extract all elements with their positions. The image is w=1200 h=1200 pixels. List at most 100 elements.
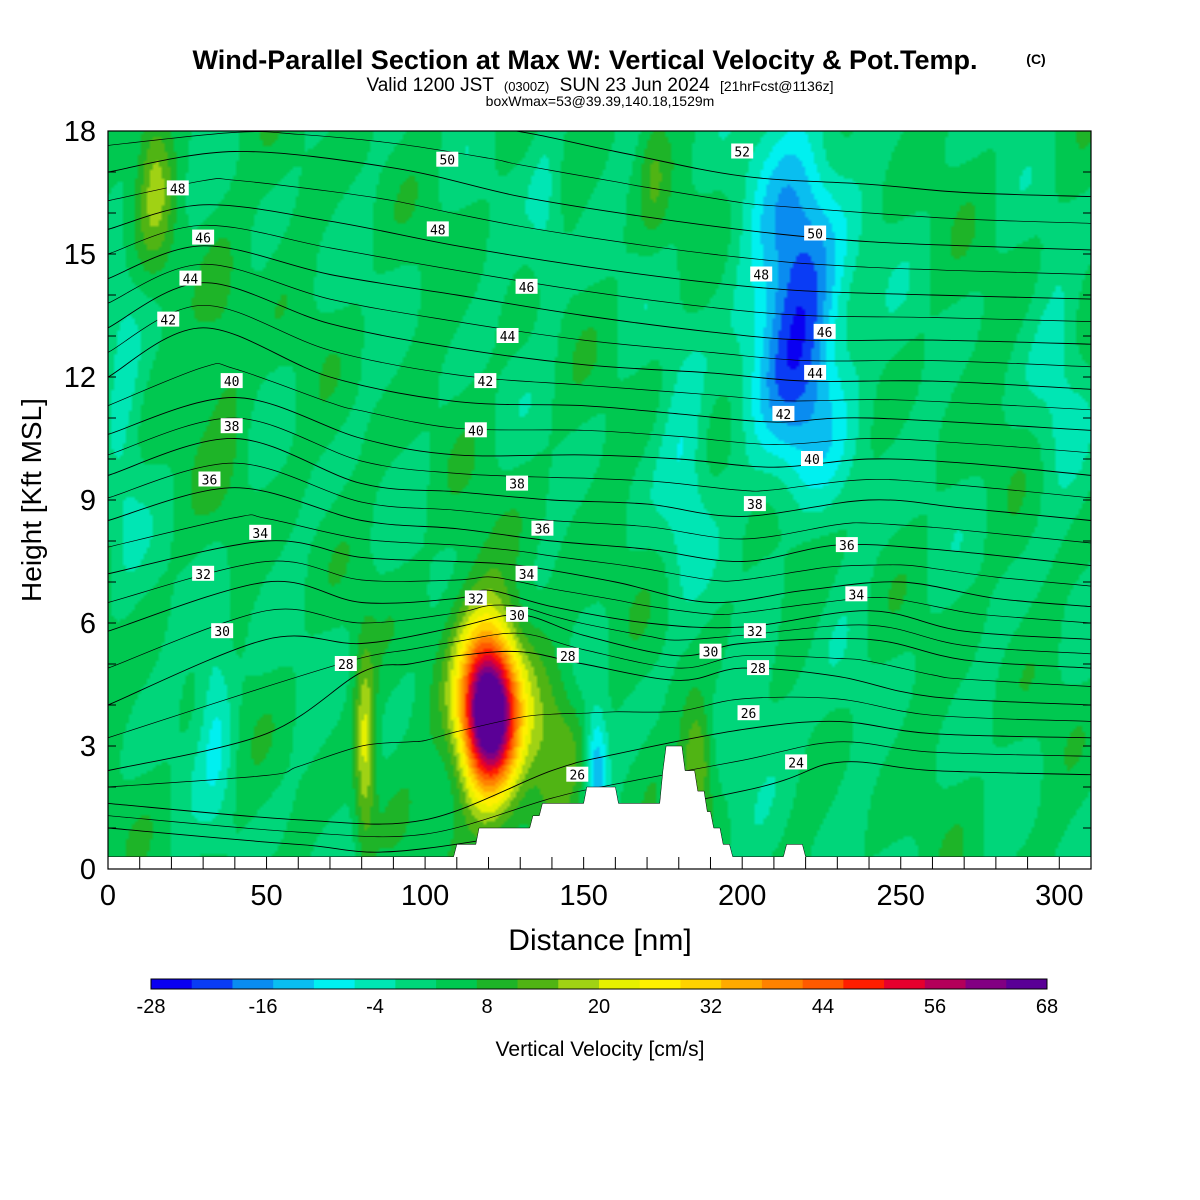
- contour-label: 48: [430, 223, 446, 238]
- x-tick-label: 250: [877, 880, 925, 912]
- x-tick-label: 100: [401, 880, 449, 912]
- contour-label: 34: [519, 568, 535, 583]
- isentrope-minor: [108, 462, 1091, 544]
- subtitle-utc: (0300Z): [504, 79, 550, 94]
- contour-label: 38: [747, 498, 763, 513]
- colorbar-swatch: [843, 979, 885, 989]
- contour-label: 46: [195, 232, 211, 247]
- contour-label-box: [804, 364, 827, 380]
- x-tick-label: 300: [1035, 880, 1083, 912]
- colorbar-tick-labels: -28 -16 -4 8 20 32 44 56 68: [137, 996, 1059, 1018]
- y-tick-label: 9: [80, 485, 96, 517]
- y-tick-label: 18: [64, 116, 96, 148]
- isentrope-44: [108, 282, 1091, 390]
- colorbar-swatch: [313, 979, 356, 989]
- colorbar-swatch: [191, 979, 233, 989]
- colorbar-swatch: [965, 979, 1007, 989]
- contour-label-box: [192, 565, 215, 581]
- colorbar-swatch: [273, 979, 315, 989]
- colorbar-tick-label: -4: [366, 996, 384, 1018]
- contour-label-box: [566, 766, 589, 782]
- contour-label-box: [804, 225, 827, 241]
- isentrope-30: [108, 614, 1091, 706]
- colorbar-tick-label: 56: [924, 996, 946, 1018]
- contour-label-box: [731, 143, 754, 159]
- vertical-velocity-field: [108, 131, 1091, 869]
- isentrope-minor: [108, 224, 1091, 322]
- contour-label-box: [750, 266, 773, 282]
- contour-label-box: [198, 471, 221, 487]
- contour-label: 26: [569, 769, 585, 784]
- colorbar-tick-label: 44: [812, 996, 834, 1018]
- contour-label-box: [220, 418, 243, 434]
- contour-label: 44: [183, 273, 199, 288]
- contour-label: 46: [519, 281, 535, 296]
- isentrope-minor: [108, 304, 1091, 411]
- colorbar-swatch: [884, 979, 926, 989]
- contour-label-box: [772, 405, 795, 421]
- contour-label-box: [515, 565, 538, 581]
- colorbar: [150, 978, 1048, 990]
- contour-label: 44: [807, 367, 823, 382]
- colorbar-swatch: [476, 979, 519, 989]
- contour-label: 38: [224, 420, 240, 435]
- colorbar-label: Vertical Velocity [cm/s]: [496, 1038, 705, 1061]
- contour-label: 30: [214, 625, 230, 640]
- colorbar-tick-label: -16: [249, 996, 278, 1018]
- isentrope-38: [108, 438, 1091, 521]
- contour-label-box: [192, 229, 215, 245]
- contour-label-box: [506, 606, 529, 622]
- contour-label-box: [249, 524, 272, 540]
- contour-label: 36: [202, 474, 218, 489]
- isentrope-50: [108, 151, 1091, 251]
- subtitle-date: SUN 23 Jun 2024: [560, 75, 710, 96]
- colorbar-swatch: [924, 979, 967, 989]
- x-tick-labels: 0 50 100 150 200 250 300: [100, 880, 1084, 912]
- contour-label: 36: [535, 523, 551, 538]
- isentrope-minor: [108, 696, 1091, 788]
- terrain: [108, 745, 1091, 869]
- colorbar-tick-label: 8: [481, 996, 492, 1018]
- subtitle-valid: Valid 1200 JST: [366, 75, 494, 96]
- contour-label-box: [845, 586, 868, 602]
- contour-label-box: [699, 643, 722, 659]
- contour-label: 32: [468, 592, 484, 607]
- contour-label-box: [556, 647, 579, 663]
- isentrope-minor: [108, 131, 1091, 224]
- colorbar-swatch: [761, 979, 804, 989]
- colorbar-tick-label: 32: [700, 996, 722, 1018]
- colorbar-swatch: [599, 979, 641, 989]
- contour-label-box: [743, 496, 766, 512]
- contour-label: 28: [338, 658, 354, 673]
- colorbar-swatch: [517, 979, 559, 989]
- contour-label: 28: [560, 650, 576, 665]
- isentrope-minor: [108, 363, 1091, 454]
- contour-label-box: [220, 373, 243, 389]
- contour-label-box: [334, 656, 357, 671]
- isentrope-minor: [108, 741, 1091, 838]
- contour-label-box: [737, 705, 760, 721]
- isentrope-42: [108, 327, 1091, 431]
- contour-label: 42: [478, 375, 494, 390]
- subtitle-forecast: [21hrFcst@1136z]: [720, 78, 834, 94]
- contour-label: 30: [509, 609, 525, 624]
- y-tick-label: 6: [80, 608, 96, 640]
- contour-label: 46: [817, 326, 833, 341]
- contour-label: 40: [468, 424, 484, 439]
- colorbar-swatch: [558, 979, 600, 989]
- contour-label: 34: [252, 527, 268, 542]
- contour-label: 30: [703, 646, 719, 661]
- colorbar-swatch: [1006, 979, 1048, 989]
- colorbar-swatch: [639, 979, 681, 989]
- contour-label-box: [800, 451, 823, 466]
- y-tick-label: 15: [64, 239, 96, 271]
- contour-label: 26: [741, 707, 757, 722]
- x-tick-label: 50: [250, 880, 282, 912]
- isentrope-32: [108, 580, 1091, 640]
- contour-label-box: [785, 754, 808, 770]
- contour-label: 44: [500, 330, 516, 345]
- colorbar-swatch: [395, 979, 437, 989]
- y-tick-labels: 0 3 6 9 12 15 18: [64, 116, 96, 886]
- contour-label: 32: [195, 568, 211, 583]
- colorbar-swatch: [354, 979, 396, 989]
